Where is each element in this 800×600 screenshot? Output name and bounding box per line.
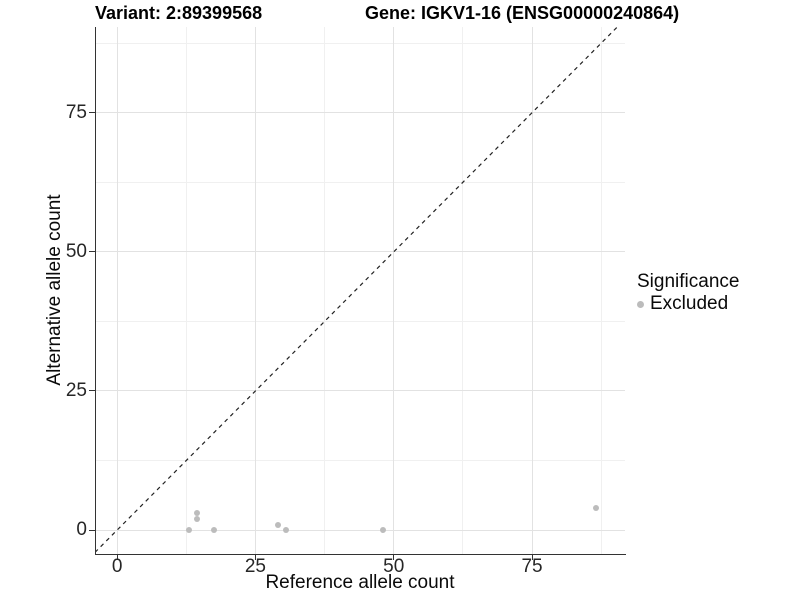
y-minor-gridline	[95, 42, 625, 44]
identity-reference-line	[95, 27, 618, 553]
x-tick	[254, 555, 256, 560]
y-tick	[89, 251, 95, 253]
legend: Significance Excluded	[637, 270, 739, 315]
y-tick	[89, 390, 95, 392]
y-tick-label: 50	[65, 240, 87, 262]
x-tick-label: 0	[111, 556, 123, 577]
x-tick	[393, 555, 395, 560]
legend-item-excluded: Excluded	[637, 293, 739, 315]
y-major-gridline	[95, 529, 625, 531]
y-major-gridline	[95, 251, 625, 253]
data-point	[194, 510, 201, 517]
y-tick-label: 25	[65, 379, 87, 401]
x-major-gridline	[531, 27, 533, 554]
data-point	[274, 521, 281, 528]
y-tick-label: 75	[65, 101, 87, 123]
x-tick	[531, 555, 533, 560]
x-minor-gridline	[600, 27, 602, 554]
y-minor-gridline	[95, 460, 625, 461]
data-point	[592, 504, 599, 511]
data-point	[210, 527, 217, 534]
y-minor-gridline	[95, 181, 625, 183]
data-point	[379, 527, 386, 534]
excluded-point-icon	[637, 300, 644, 308]
y-major-gridline	[95, 112, 625, 114]
y-minor-gridline	[95, 320, 625, 322]
x-major-gridline	[254, 27, 256, 554]
x-axis-title: Reference allele count	[265, 572, 455, 593]
variant-title: Variant: 2:89399568	[95, 3, 263, 23]
x-minor-gridline	[462, 27, 464, 554]
x-tick	[116, 555, 118, 560]
x-minor-gridline	[185, 27, 187, 554]
y-axis-line	[94, 27, 96, 555]
y-tick	[89, 112, 95, 114]
x-major-gridline	[116, 27, 118, 554]
y-axis-title: Alternative allele count	[44, 194, 65, 386]
data-point	[282, 527, 289, 534]
x-tick-label: 75	[521, 556, 543, 577]
data-point	[194, 515, 201, 522]
x-axis-line	[94, 553, 626, 555]
x-tick-label: 50	[383, 556, 405, 577]
data-point	[186, 527, 193, 534]
legend-item-label: Excluded	[650, 293, 729, 314]
y-tick	[89, 529, 95, 531]
x-tick-label: 25	[244, 556, 266, 577]
x-major-gridline	[393, 27, 395, 554]
legend-title: Significance	[637, 271, 740, 292]
y-tick-label: 0	[76, 519, 87, 541]
x-minor-gridline	[324, 27, 326, 554]
gene-title: Gene: IGKV1-16 (ENSG00000240864)	[365, 3, 680, 23]
y-major-gridline	[95, 390, 625, 392]
plot-panel	[95, 27, 625, 554]
